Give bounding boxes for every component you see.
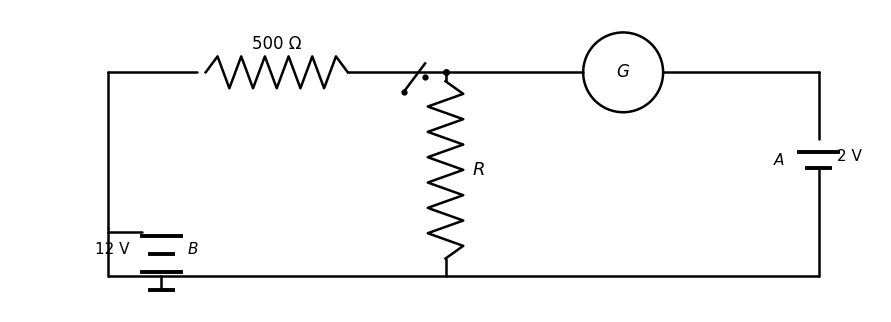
Text: R: R [473,161,486,179]
Text: G: G [617,63,630,81]
Text: 2 V: 2 V [838,149,862,164]
Text: B: B [187,242,198,257]
Text: 500 Ω: 500 Ω [252,35,301,53]
Text: A: A [773,154,784,168]
Text: 12 V: 12 V [95,242,130,257]
